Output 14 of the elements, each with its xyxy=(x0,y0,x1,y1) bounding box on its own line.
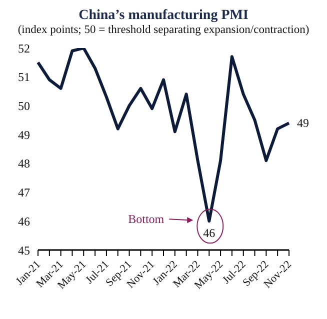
y-tick-label: 45 xyxy=(18,243,30,258)
chart-title: China’s manufacturing PMI xyxy=(78,8,250,24)
chart-subtitle: (index points; 50 = threshold separating expansion/contraction) xyxy=(16,24,310,36)
y-tick-label: 48 xyxy=(18,156,30,171)
y-tick-label: 49 xyxy=(18,128,30,142)
y-tick-label: 51 xyxy=(18,70,30,84)
y-tick-label: 50 xyxy=(18,98,30,113)
y-tick-label: 47 xyxy=(18,186,30,200)
data-label: 49 xyxy=(297,116,309,130)
y-tick-label: 52 xyxy=(18,41,30,56)
line-series xyxy=(36,48,290,223)
annotation: Bottom xyxy=(128,212,165,226)
data-label: 46 xyxy=(203,226,216,240)
y-tick-label: 46 xyxy=(18,214,30,228)
